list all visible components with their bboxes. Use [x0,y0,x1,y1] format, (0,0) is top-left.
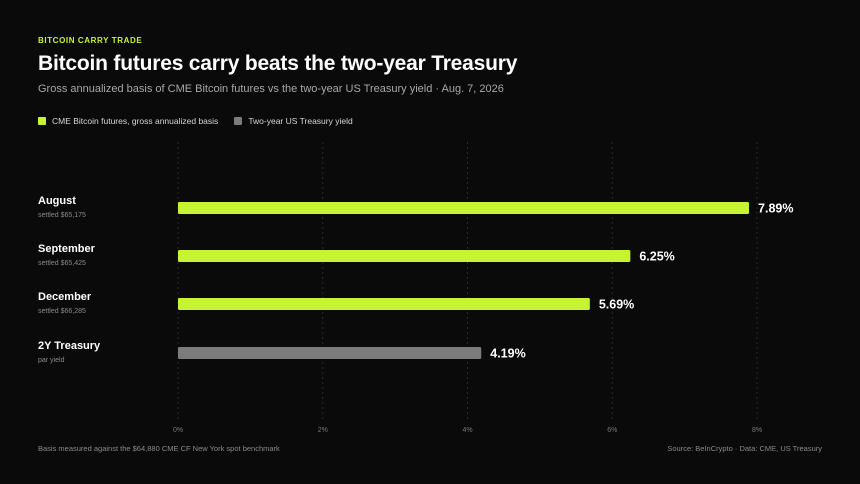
legend-label-futures: CME Bitcoin futures, gross annualized ba… [52,116,219,126]
chart-source: Source: BeInCrypto · Data: CME, US Treas… [667,444,822,453]
legend-label-treasury: Two-year US Treasury yield [248,116,353,126]
value-label-1: 6.25% [639,250,674,264]
x-tick-label-1: 2% [318,427,328,434]
legend-swatch-treasury [234,117,243,125]
x-tick-label-4: 8% [752,427,762,434]
x-tick-label-2: 4% [462,427,472,434]
legend-swatch-futures [38,117,46,125]
chart-title: Bitcoin futures carry beats the two-year… [38,52,518,75]
category-label-3: 2Y Treasury [38,340,101,352]
value-label-3: 4.19% [490,347,525,361]
chart-subtitle: Gross annualized basis of CME Bitcoin fu… [38,83,504,95]
value-label-0: 7.89% [758,202,793,216]
bar-1 [178,250,631,262]
x-tick-label-0: 0% [173,427,183,434]
legend-item-treasury: Two-year US Treasury yield [234,116,353,126]
bar-3 [178,347,482,359]
value-label-2: 5.69% [599,298,634,312]
category-label-1: September [38,243,96,255]
bar-2 [178,298,590,310]
chart-legend: CME Bitcoin futures, gross annualized ba… [38,116,369,126]
legend-item-futures: CME Bitcoin futures, gross annualized ba… [38,116,218,126]
category-label-2: December [38,291,92,303]
category-sublabel-3: par yield [38,357,65,364]
category-sublabel-0: settled $65,175 [38,212,86,219]
bar-0 [178,202,750,214]
category-sublabel-1: settled $65,425 [38,260,86,267]
chart-kicker: BITCOIN CARRY TRADE [38,36,143,45]
category-label-0: August [38,195,76,207]
category-sublabel-2: settled $66,285 [38,308,86,315]
x-tick-label-3: 6% [607,427,617,434]
chart-footnote: Basis measured against the $64,880 CME C… [38,444,280,453]
